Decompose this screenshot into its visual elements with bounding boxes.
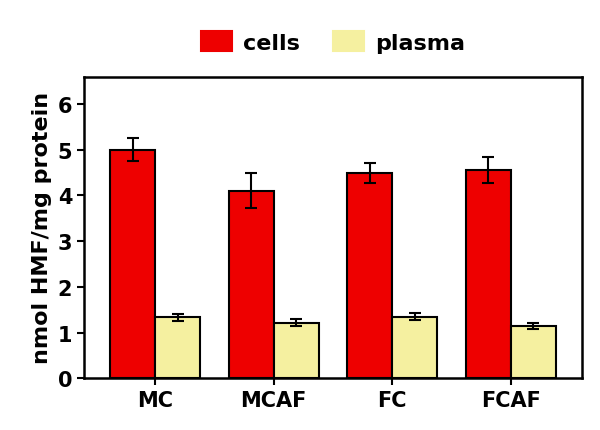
Legend: cells, plasma: cells, plasma (194, 25, 472, 60)
Bar (229, 191, 274, 378)
Bar (466, 171, 511, 378)
Bar (155, 318, 200, 378)
Y-axis label: nmol HMF/mg protein: nmol HMF/mg protein (32, 92, 52, 364)
Bar (347, 173, 392, 378)
Bar (511, 326, 556, 378)
Bar (392, 317, 437, 378)
Bar (274, 323, 319, 378)
Bar (110, 150, 155, 378)
